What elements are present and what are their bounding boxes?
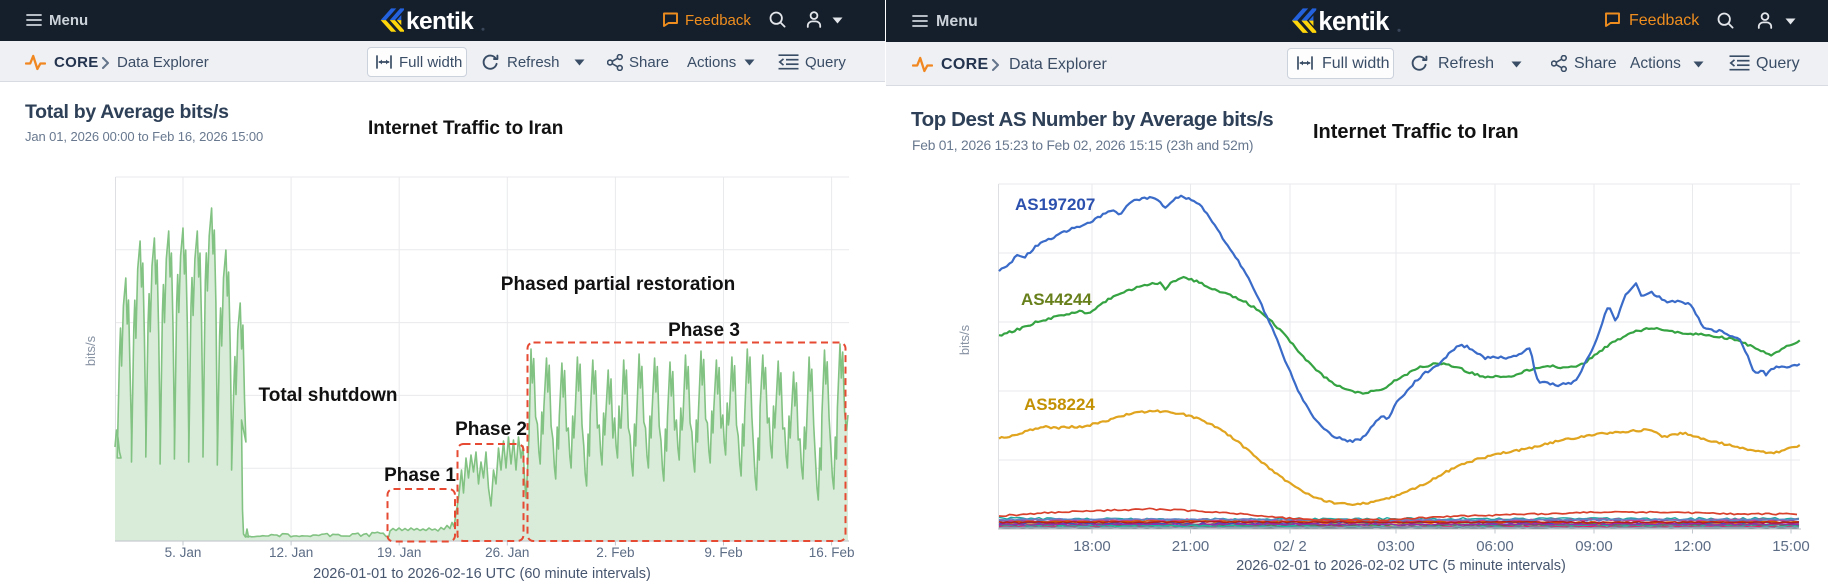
svg-text:kentik: kentik: [406, 8, 474, 33]
svg-text:16. Feb: 16. Feb: [809, 545, 855, 560]
svg-text:9. Feb: 9. Feb: [704, 545, 742, 560]
svg-text:26. Jan: 26. Jan: [485, 545, 529, 560]
svg-text:2. Feb: 2. Feb: [596, 545, 634, 560]
svg-text:Total shutdown: Total shutdown: [259, 385, 398, 406]
svg-text:Phased partial restoration: Phased partial restoration: [501, 274, 735, 295]
svg-text:AS58224: AS58224: [1024, 395, 1095, 414]
svg-text:09:00: 09:00: [1575, 538, 1613, 555]
svg-text:kentik: kentik: [1318, 8, 1390, 34]
svg-text:AS44244: AS44244: [1021, 290, 1092, 309]
svg-text:5. Jan: 5. Jan: [165, 545, 202, 560]
svg-text:Phase 2: Phase 2: [455, 419, 527, 440]
svg-text:06:00: 06:00: [1476, 538, 1514, 555]
svg-text:19. Jan: 19. Jan: [377, 545, 421, 560]
svg-text:15:00: 15:00: [1772, 538, 1810, 555]
svg-text:AS197207: AS197207: [1015, 195, 1095, 214]
svg-text:02/ 2: 02/ 2: [1273, 538, 1306, 555]
svg-text:Phase 1: Phase 1: [384, 465, 456, 486]
svg-text:21:00: 21:00: [1172, 538, 1210, 555]
svg-text:12:00: 12:00: [1674, 538, 1712, 555]
svg-text:bits/s: bits/s: [957, 324, 972, 355]
svg-text:2026-01-01 to 2026-02-16 UTC (: 2026-01-01 to 2026-02-16 UTC (60 minute …: [313, 566, 651, 582]
svg-text:bits/s: bits/s: [83, 335, 98, 366]
svg-text:18:00: 18:00: [1073, 538, 1111, 555]
svg-text:2026-02-01 to 2026-02-02 UTC (: 2026-02-01 to 2026-02-02 UTC (5 minute i…: [1236, 558, 1566, 574]
svg-text:03:00: 03:00: [1377, 538, 1415, 555]
svg-text:12. Jan: 12. Jan: [269, 545, 313, 560]
svg-text:Phase 3: Phase 3: [668, 320, 740, 341]
